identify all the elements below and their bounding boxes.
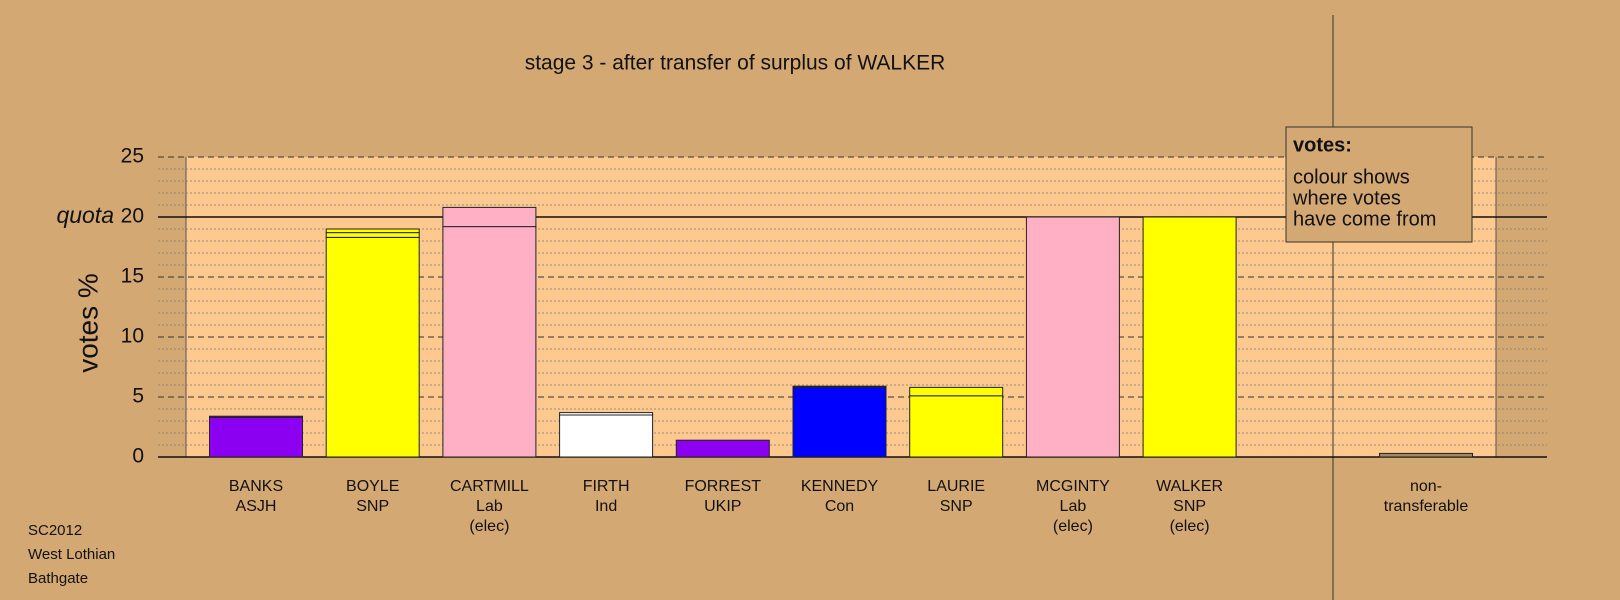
bar-segment bbox=[1025, 216, 1120, 458]
x-tick-label: BANKS bbox=[229, 478, 283, 495]
x-tick-label: Lab bbox=[1060, 498, 1087, 515]
quota-label: quota bbox=[56, 202, 114, 228]
bar-segment bbox=[792, 385, 887, 388]
bar-segment bbox=[1142, 216, 1237, 458]
legend-box bbox=[1285, 126, 1473, 243]
legend-text: colour shows bbox=[1293, 166, 1410, 188]
y-tick-label: 20 bbox=[121, 205, 144, 228]
x-tick-label: LAURIE bbox=[927, 478, 985, 495]
x-tick-label: FORREST bbox=[685, 478, 762, 495]
y-axis-label: votes % bbox=[72, 273, 103, 373]
footer-text: West Lothian bbox=[28, 546, 115, 563]
x-tick-label: (elec) bbox=[1053, 518, 1093, 535]
x-tick-label: (elec) bbox=[1170, 518, 1210, 535]
x-tick-label: KENNEDY bbox=[801, 478, 879, 495]
x-tick-label: non- bbox=[1410, 478, 1442, 495]
bar-segment bbox=[209, 415, 303, 418]
bar-segment bbox=[675, 439, 770, 458]
x-tick-label: Lab bbox=[476, 498, 503, 515]
y-tick-label: 10 bbox=[121, 325, 144, 348]
footer-text: Bathgate bbox=[28, 570, 88, 587]
legend-text: where votes bbox=[1292, 187, 1401, 209]
bar-segment bbox=[325, 228, 420, 234]
bar-segment bbox=[325, 232, 420, 238]
x-tick-label: SNP bbox=[356, 498, 389, 515]
x-tick-label: transferable bbox=[1384, 498, 1469, 515]
bar-segment bbox=[792, 386, 887, 458]
x-tick-label: (elec) bbox=[469, 518, 509, 535]
x-tick-label: SNP bbox=[940, 498, 973, 515]
y-tick-label: 0 bbox=[132, 445, 144, 468]
bar-segment bbox=[442, 226, 537, 458]
x-tick-label: SNP bbox=[1173, 498, 1206, 515]
x-tick-label: ASJH bbox=[236, 498, 277, 515]
legend-title: votes: bbox=[1293, 134, 1352, 156]
x-tick-label: BOYLE bbox=[346, 478, 399, 495]
bar-segment bbox=[909, 395, 1004, 458]
bar-segment bbox=[209, 416, 303, 458]
footer-text: SC2012 bbox=[28, 522, 82, 539]
x-tick-label: UKIP bbox=[704, 498, 741, 515]
x-tick-label: WALKER bbox=[1156, 478, 1223, 495]
bar-segment bbox=[559, 414, 654, 458]
x-tick-label: MCGINTY bbox=[1036, 478, 1110, 495]
bar-segment bbox=[442, 206, 537, 228]
x-tick-label: Con bbox=[825, 498, 854, 515]
x-tick-label: FIRTH bbox=[583, 478, 630, 495]
y-tick-label: 5 bbox=[132, 385, 144, 408]
y-tick-label: 25 bbox=[121, 145, 144, 168]
chart-title: stage 3 - after transfer of surplus of W… bbox=[525, 52, 946, 75]
bar-segment bbox=[1379, 452, 1473, 458]
bar-segment bbox=[325, 236, 420, 458]
y-tick-label: 15 bbox=[121, 265, 144, 288]
legend-text: have come from bbox=[1293, 208, 1436, 230]
bar-segment bbox=[559, 412, 654, 416]
x-tick-label: Ind bbox=[595, 498, 617, 515]
bar-segment bbox=[909, 386, 1004, 397]
x-tick-label: CARTMILL bbox=[450, 478, 529, 495]
